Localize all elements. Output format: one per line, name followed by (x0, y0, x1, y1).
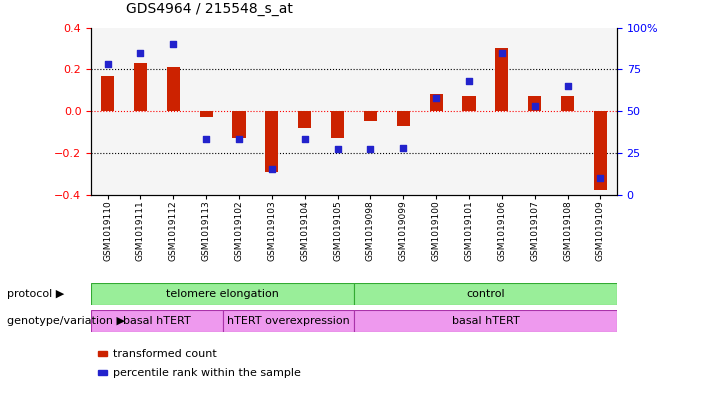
Text: transformed count: transformed count (113, 349, 217, 359)
Point (430, 94, 442, 101)
Bar (91, 283, 354, 305)
Bar (167, 67, 180, 111)
Text: basal hTERT: basal hTERT (123, 316, 191, 326)
Bar (233, 111, 245, 138)
Bar (91, 310, 223, 332)
Bar (594, 111, 607, 190)
Point (397, 145, 409, 151)
Point (266, 166, 278, 173)
Point (529, 103, 540, 109)
Text: protocol ▶: protocol ▶ (7, 289, 64, 299)
Point (365, 146, 376, 152)
Bar (298, 111, 311, 128)
Bar (364, 111, 377, 121)
Text: telomere elongation: telomere elongation (166, 289, 279, 299)
Bar (528, 96, 541, 111)
Bar (463, 96, 475, 111)
Bar (331, 111, 344, 138)
Point (299, 136, 311, 143)
Bar (430, 94, 443, 111)
Bar (561, 96, 574, 111)
Point (562, 83, 573, 89)
Point (168, 41, 179, 47)
Bar (354, 283, 617, 305)
Bar (200, 111, 212, 117)
Bar (354, 310, 617, 332)
Point (332, 146, 343, 152)
Text: basal hTERT: basal hTERT (451, 316, 519, 326)
Bar (496, 48, 508, 111)
Text: hTERT overexpression: hTERT overexpression (227, 316, 350, 326)
Point (463, 78, 475, 84)
Point (200, 136, 212, 143)
Point (102, 61, 113, 67)
Bar (397, 111, 410, 126)
Text: genotype/variation ▶: genotype/variation ▶ (7, 316, 125, 326)
Text: control: control (466, 289, 505, 299)
Bar (265, 111, 278, 172)
Point (135, 50, 146, 56)
Bar (223, 310, 354, 332)
Bar (134, 63, 147, 111)
Text: percentile rank within the sample: percentile rank within the sample (113, 367, 301, 378)
Point (595, 174, 606, 181)
Point (496, 50, 508, 56)
Point (233, 136, 245, 143)
Text: GDS4964 / 215548_s_at: GDS4964 / 215548_s_at (126, 2, 293, 16)
Bar (101, 75, 114, 111)
